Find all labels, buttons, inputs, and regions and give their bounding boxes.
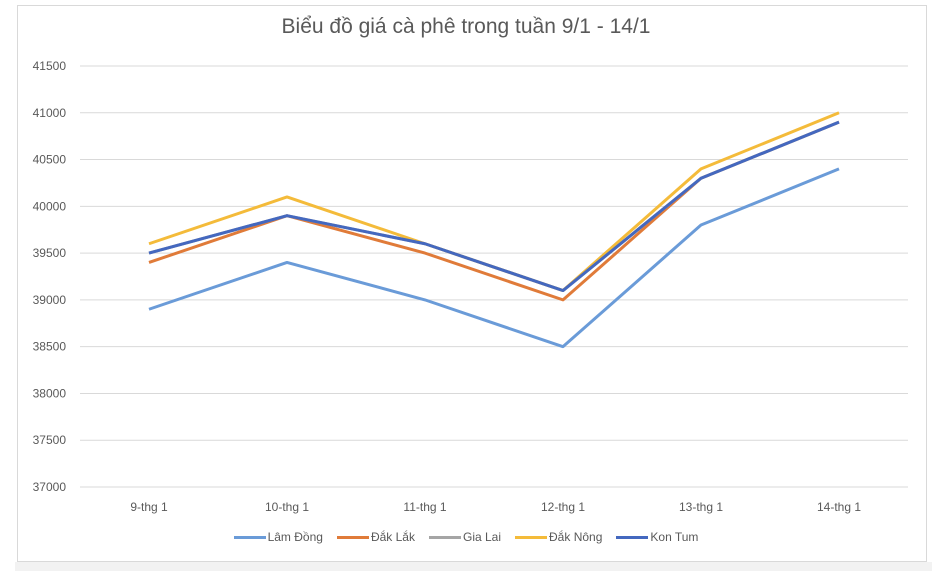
legend-swatch-icon (428, 535, 461, 539)
x-tick-label: 11-thg 1 (403, 500, 446, 514)
y-tick-label: 38500 (33, 340, 67, 354)
legend-swatch-icon (515, 535, 548, 539)
y-tick-label: 41000 (33, 106, 67, 120)
legend-label: Kon Tum (650, 530, 699, 544)
x-axis-labels: 9-thg 1 10-thg 1 11-thg 1 12-thg 1 13-thg 1 1… (130, 500, 861, 514)
chart-frame (17, 5, 927, 562)
sheet-bottom-strip (15, 562, 932, 571)
y-tick-label: 40000 (33, 199, 67, 213)
y-tick-label: 37500 (33, 433, 67, 447)
x-tick-label: 12-thg 1 (541, 500, 585, 514)
series-line (148, 120, 840, 293)
legend: Lâm Đồng Đắk Lắk Gia Lai Đắk Nông Kon Tum (0, 530, 932, 544)
legend-label: Đắk Nông (549, 530, 603, 544)
legend-item: Đắk Nông (515, 530, 602, 544)
legend-item: Kon Tum (616, 530, 698, 544)
legend-item: Đắk Lắk (336, 530, 415, 544)
series-line (148, 111, 840, 293)
legend-swatch-icon (336, 535, 369, 539)
y-tick-label: 38000 (33, 386, 67, 400)
legend-swatch-icon (616, 535, 649, 539)
series-line (148, 167, 840, 349)
legend-item: Lâm Đồng (233, 530, 323, 544)
gridlines (80, 65, 908, 488)
chart-title: Biểu đồ giá cà phê trong tuần 9/1 - 14/1 (281, 15, 651, 38)
y-tick-label: 39500 (33, 246, 67, 260)
y-tick-label: 39000 (33, 293, 67, 307)
x-tick-label: 9-thg 1 (130, 500, 168, 514)
legend-label: Đắk Lắk (370, 530, 415, 544)
x-tick-label: 14-thg 1 (817, 500, 861, 514)
x-tick-label: 10-thg 1 (265, 500, 309, 514)
legend-item: Gia Lai (428, 530, 502, 544)
legend-label: Gia Lai (462, 530, 502, 544)
legend-swatch-icon (233, 535, 266, 539)
y-axis-labels: 37000 37500 38000 38500 39000 39500 40000 40500… (33, 59, 67, 494)
legend-label: Lâm Đồng (267, 530, 323, 544)
series-lines (148, 111, 840, 349)
y-tick-label: 41500 (33, 59, 67, 73)
x-tick-label: 13-thg 1 (679, 500, 723, 514)
y-tick-label: 40500 (33, 153, 67, 167)
y-tick-label: 37000 (33, 480, 67, 494)
